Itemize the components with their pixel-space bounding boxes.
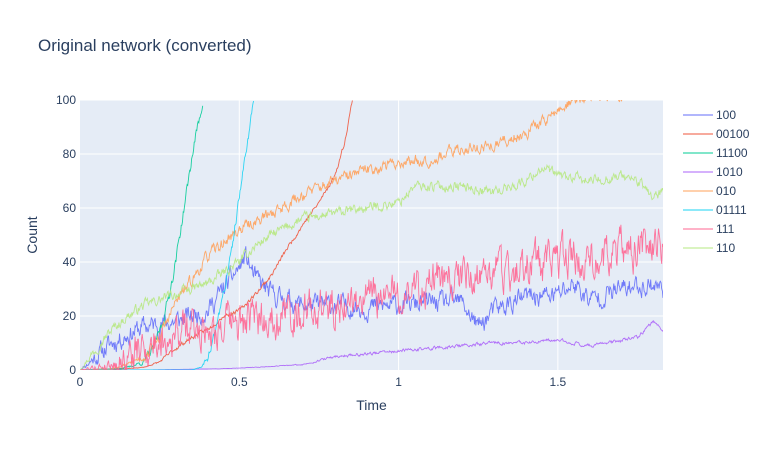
y-tick-label: 40: [63, 255, 77, 269]
x-axis-title: Time: [356, 397, 387, 413]
chart-title: Original network (converted): [38, 36, 252, 55]
series-line-01111: [80, 100, 255, 370]
series-line-1010: [80, 320, 663, 370]
legend-label: 1010: [716, 165, 743, 179]
legend-item-100[interactable]: 100: [683, 108, 736, 122]
y-gridlines: [80, 99, 663, 317]
legend-item-00100[interactable]: 00100: [683, 127, 750, 141]
y-tick-label: 0: [69, 363, 76, 377]
x-tick-label: 1.5: [550, 375, 567, 389]
legend-item-110[interactable]: 110: [683, 241, 735, 255]
series-line-100: [80, 246, 663, 370]
x-tick-label: 1: [395, 375, 402, 389]
x-tick-label: 0.5: [231, 375, 248, 389]
legend-label: 110: [716, 241, 735, 255]
legend-item-1010[interactable]: 1010: [683, 165, 743, 179]
y-tick-label: 80: [63, 147, 77, 161]
legend-label: 010: [716, 184, 736, 198]
legend[interactable]: 100 00100 11100 1010 010 01111 111 110: [683, 108, 750, 255]
y-axis-title: Count: [24, 216, 40, 253]
legend-label: 00100: [716, 127, 750, 141]
plot-area: [80, 100, 663, 370]
legend-item-01111[interactable]: 01111: [683, 203, 747, 217]
y-tick-label: 60: [63, 201, 77, 215]
legend-label: 111: [716, 222, 735, 236]
x-tick-label: 0: [77, 375, 84, 389]
y-tick-label: 20: [63, 309, 77, 323]
y-tick-label: 100: [56, 93, 76, 107]
legend-label: 11100: [716, 146, 748, 160]
y-axis-ticks: 0 20 40 60 80 100: [56, 93, 76, 377]
series-line-010: [80, 100, 623, 370]
legend-label: 01111: [716, 203, 747, 217]
legend-item-111[interactable]: 111: [683, 222, 735, 236]
series-line-111: [80, 224, 663, 370]
series-line-110: [80, 163, 663, 370]
legend-item-11100[interactable]: 11100: [683, 146, 748, 160]
x-gridlines: [238, 100, 559, 370]
legend-label: 100: [716, 108, 736, 122]
x-axis-ticks: 0 0.5 1 1.5: [77, 375, 567, 389]
series-layer: [80, 100, 663, 370]
legend-item-010[interactable]: 010: [683, 184, 736, 198]
